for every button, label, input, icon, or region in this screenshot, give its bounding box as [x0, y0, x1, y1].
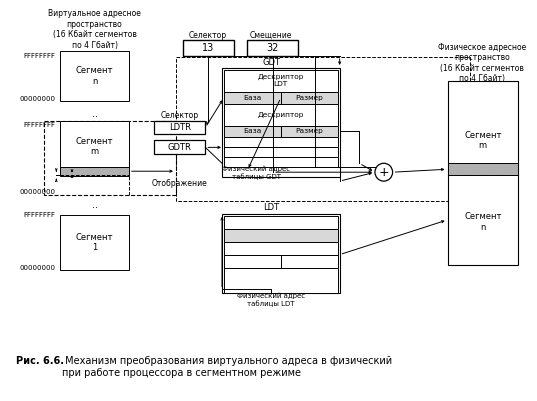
Bar	[176, 57, 470, 201]
Bar	[43, 121, 176, 195]
Text: Размер: Размер	[295, 95, 323, 101]
Text: Виртуальное адресное
пространство
(16 Кбайт сегментов
по 4 Гбайт): Виртуальное адресное пространство (16 Кб…	[48, 9, 141, 50]
Text: Отображение: Отображение	[152, 178, 208, 188]
Text: 00000000: 00000000	[19, 189, 55, 195]
Text: Сегмент
m: Сегмент m	[464, 131, 502, 150]
Text: Селектор: Селектор	[188, 30, 227, 40]
Text: Сегмент
n: Сегмент n	[464, 212, 502, 231]
Text: +: +	[379, 166, 389, 179]
Text: ..: ..	[91, 109, 98, 119]
Text: Размер: Размер	[295, 128, 323, 134]
Bar	[224, 126, 281, 138]
Text: Рис. 6.6.: Рис. 6.6.	[16, 356, 64, 366]
Text: GDTR: GDTR	[168, 143, 192, 152]
Text: 13: 13	[202, 43, 214, 53]
Bar	[224, 70, 338, 92]
Text: Сегмент
m: Сегмент m	[76, 137, 113, 156]
Bar	[183, 40, 234, 56]
Text: LDTR: LDTR	[169, 123, 191, 132]
Text: 32: 32	[267, 43, 279, 53]
Bar	[281, 126, 338, 138]
Text: Дескриптор: Дескриптор	[258, 111, 304, 117]
Bar	[224, 148, 338, 157]
Bar	[60, 121, 129, 173]
Bar	[60, 167, 129, 176]
Text: ..: ..	[91, 200, 98, 210]
Bar	[248, 40, 299, 56]
Text: 00000000: 00000000	[19, 96, 55, 102]
Bar	[224, 242, 338, 255]
Text: Механизм преобразования виртуального адреса в физический
при работе процессора в: Механизм преобразования виртуального адр…	[62, 356, 393, 377]
Text: Физическое адресное
пространство
(16 Кбайт сегментов
по 4 Гбайт): Физическое адресное пространство (16 Кба…	[438, 43, 526, 83]
Text: FFFFFFFF: FFFFFFFF	[23, 122, 55, 128]
Bar	[154, 140, 205, 154]
Text: Селектор: Селектор	[161, 111, 199, 120]
Bar	[60, 215, 129, 269]
Bar	[224, 267, 338, 294]
Text: 00000000: 00000000	[19, 265, 55, 271]
Bar	[222, 68, 340, 177]
Circle shape	[375, 163, 393, 181]
Bar	[224, 216, 338, 229]
Bar	[222, 214, 340, 294]
Bar	[224, 92, 281, 104]
Bar	[281, 92, 338, 104]
Bar	[447, 81, 518, 265]
Bar	[224, 229, 338, 242]
Text: Дескриптор
LDT: Дескриптор LDT	[258, 74, 304, 87]
Bar	[60, 51, 129, 101]
Bar	[224, 104, 338, 126]
Text: FFFFFFFF: FFFFFFFF	[23, 212, 55, 218]
Text: FFFFFFFF: FFFFFFFF	[23, 53, 55, 59]
Bar	[154, 121, 205, 134]
Bar	[224, 138, 338, 148]
Text: База: База	[243, 95, 262, 101]
Text: Сегмент
1: Сегмент 1	[76, 233, 113, 252]
Text: Смещение: Смещение	[250, 30, 292, 40]
Bar	[224, 157, 338, 167]
Text: Физический адрес
таблицы GDT: Физический адрес таблицы GDT	[222, 166, 291, 180]
Bar	[447, 163, 518, 175]
Text: Физический адрес
таблицы LDT: Физический адрес таблицы LDT	[237, 292, 305, 306]
Text: База: База	[243, 128, 262, 134]
Bar	[281, 255, 338, 267]
Text: GDT: GDT	[262, 59, 280, 67]
Bar	[224, 255, 281, 267]
Text: Сегмент
n: Сегмент n	[76, 66, 113, 85]
Text: LDT: LDT	[263, 203, 279, 213]
